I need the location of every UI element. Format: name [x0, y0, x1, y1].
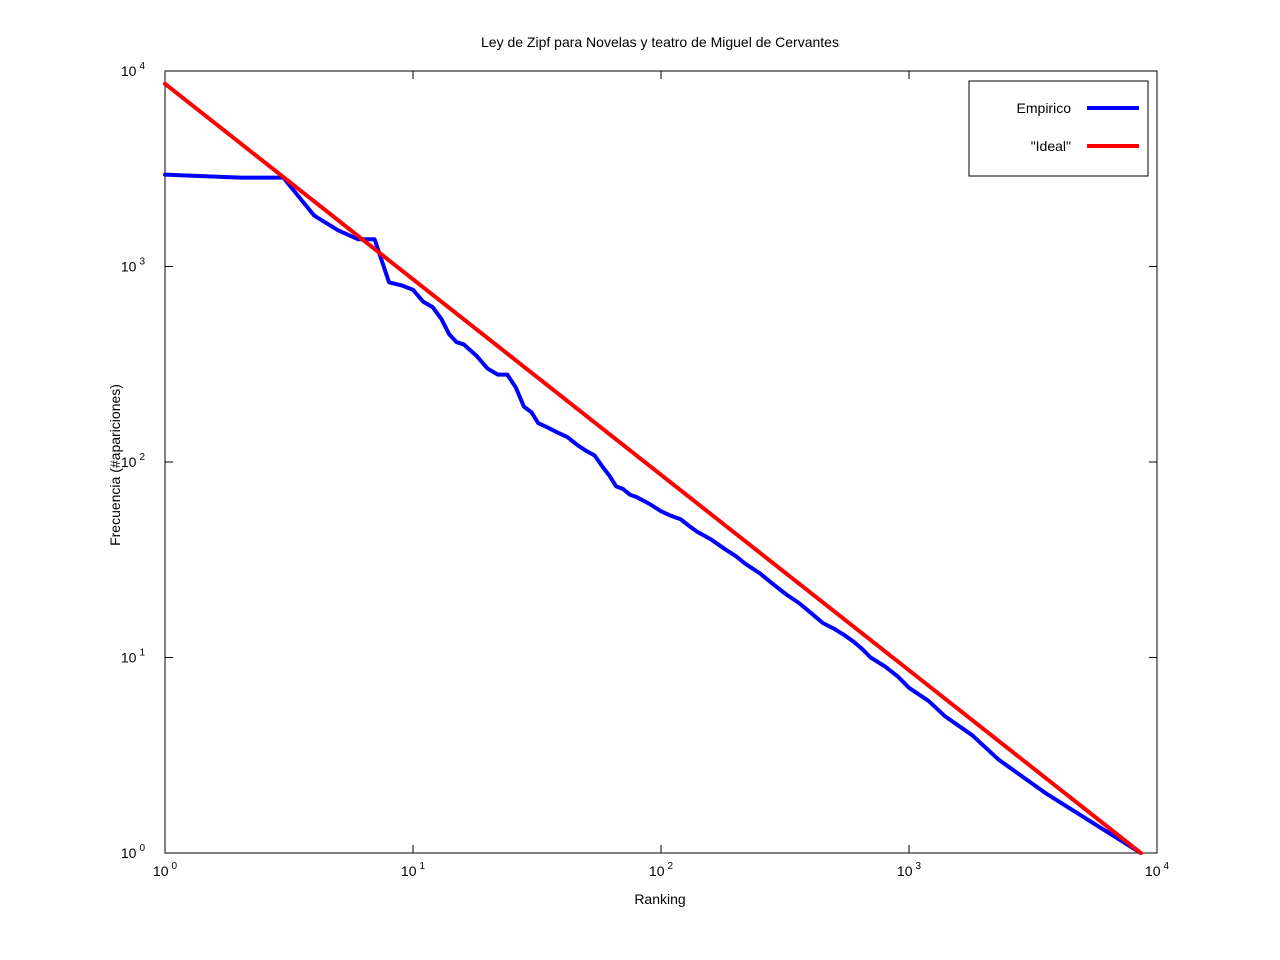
- chart-title: Ley de Zipf para Novelas y teatro de Mig…: [481, 34, 839, 50]
- legend-label-ideal: "Ideal": [1031, 138, 1071, 154]
- series-line-1: [163, 81, 1143, 855]
- legend-label-empirico: Empirico: [1017, 100, 1072, 116]
- legend: Empirico "Ideal": [968, 80, 1149, 177]
- legend-box: [968, 80, 1149, 177]
- series-line-0: [163, 172, 1143, 855]
- x-axis-label: Ranking: [634, 891, 685, 907]
- series-layer: [163, 81, 1143, 855]
- y-axis-label: Frecuencia (#apariciones): [107, 384, 123, 546]
